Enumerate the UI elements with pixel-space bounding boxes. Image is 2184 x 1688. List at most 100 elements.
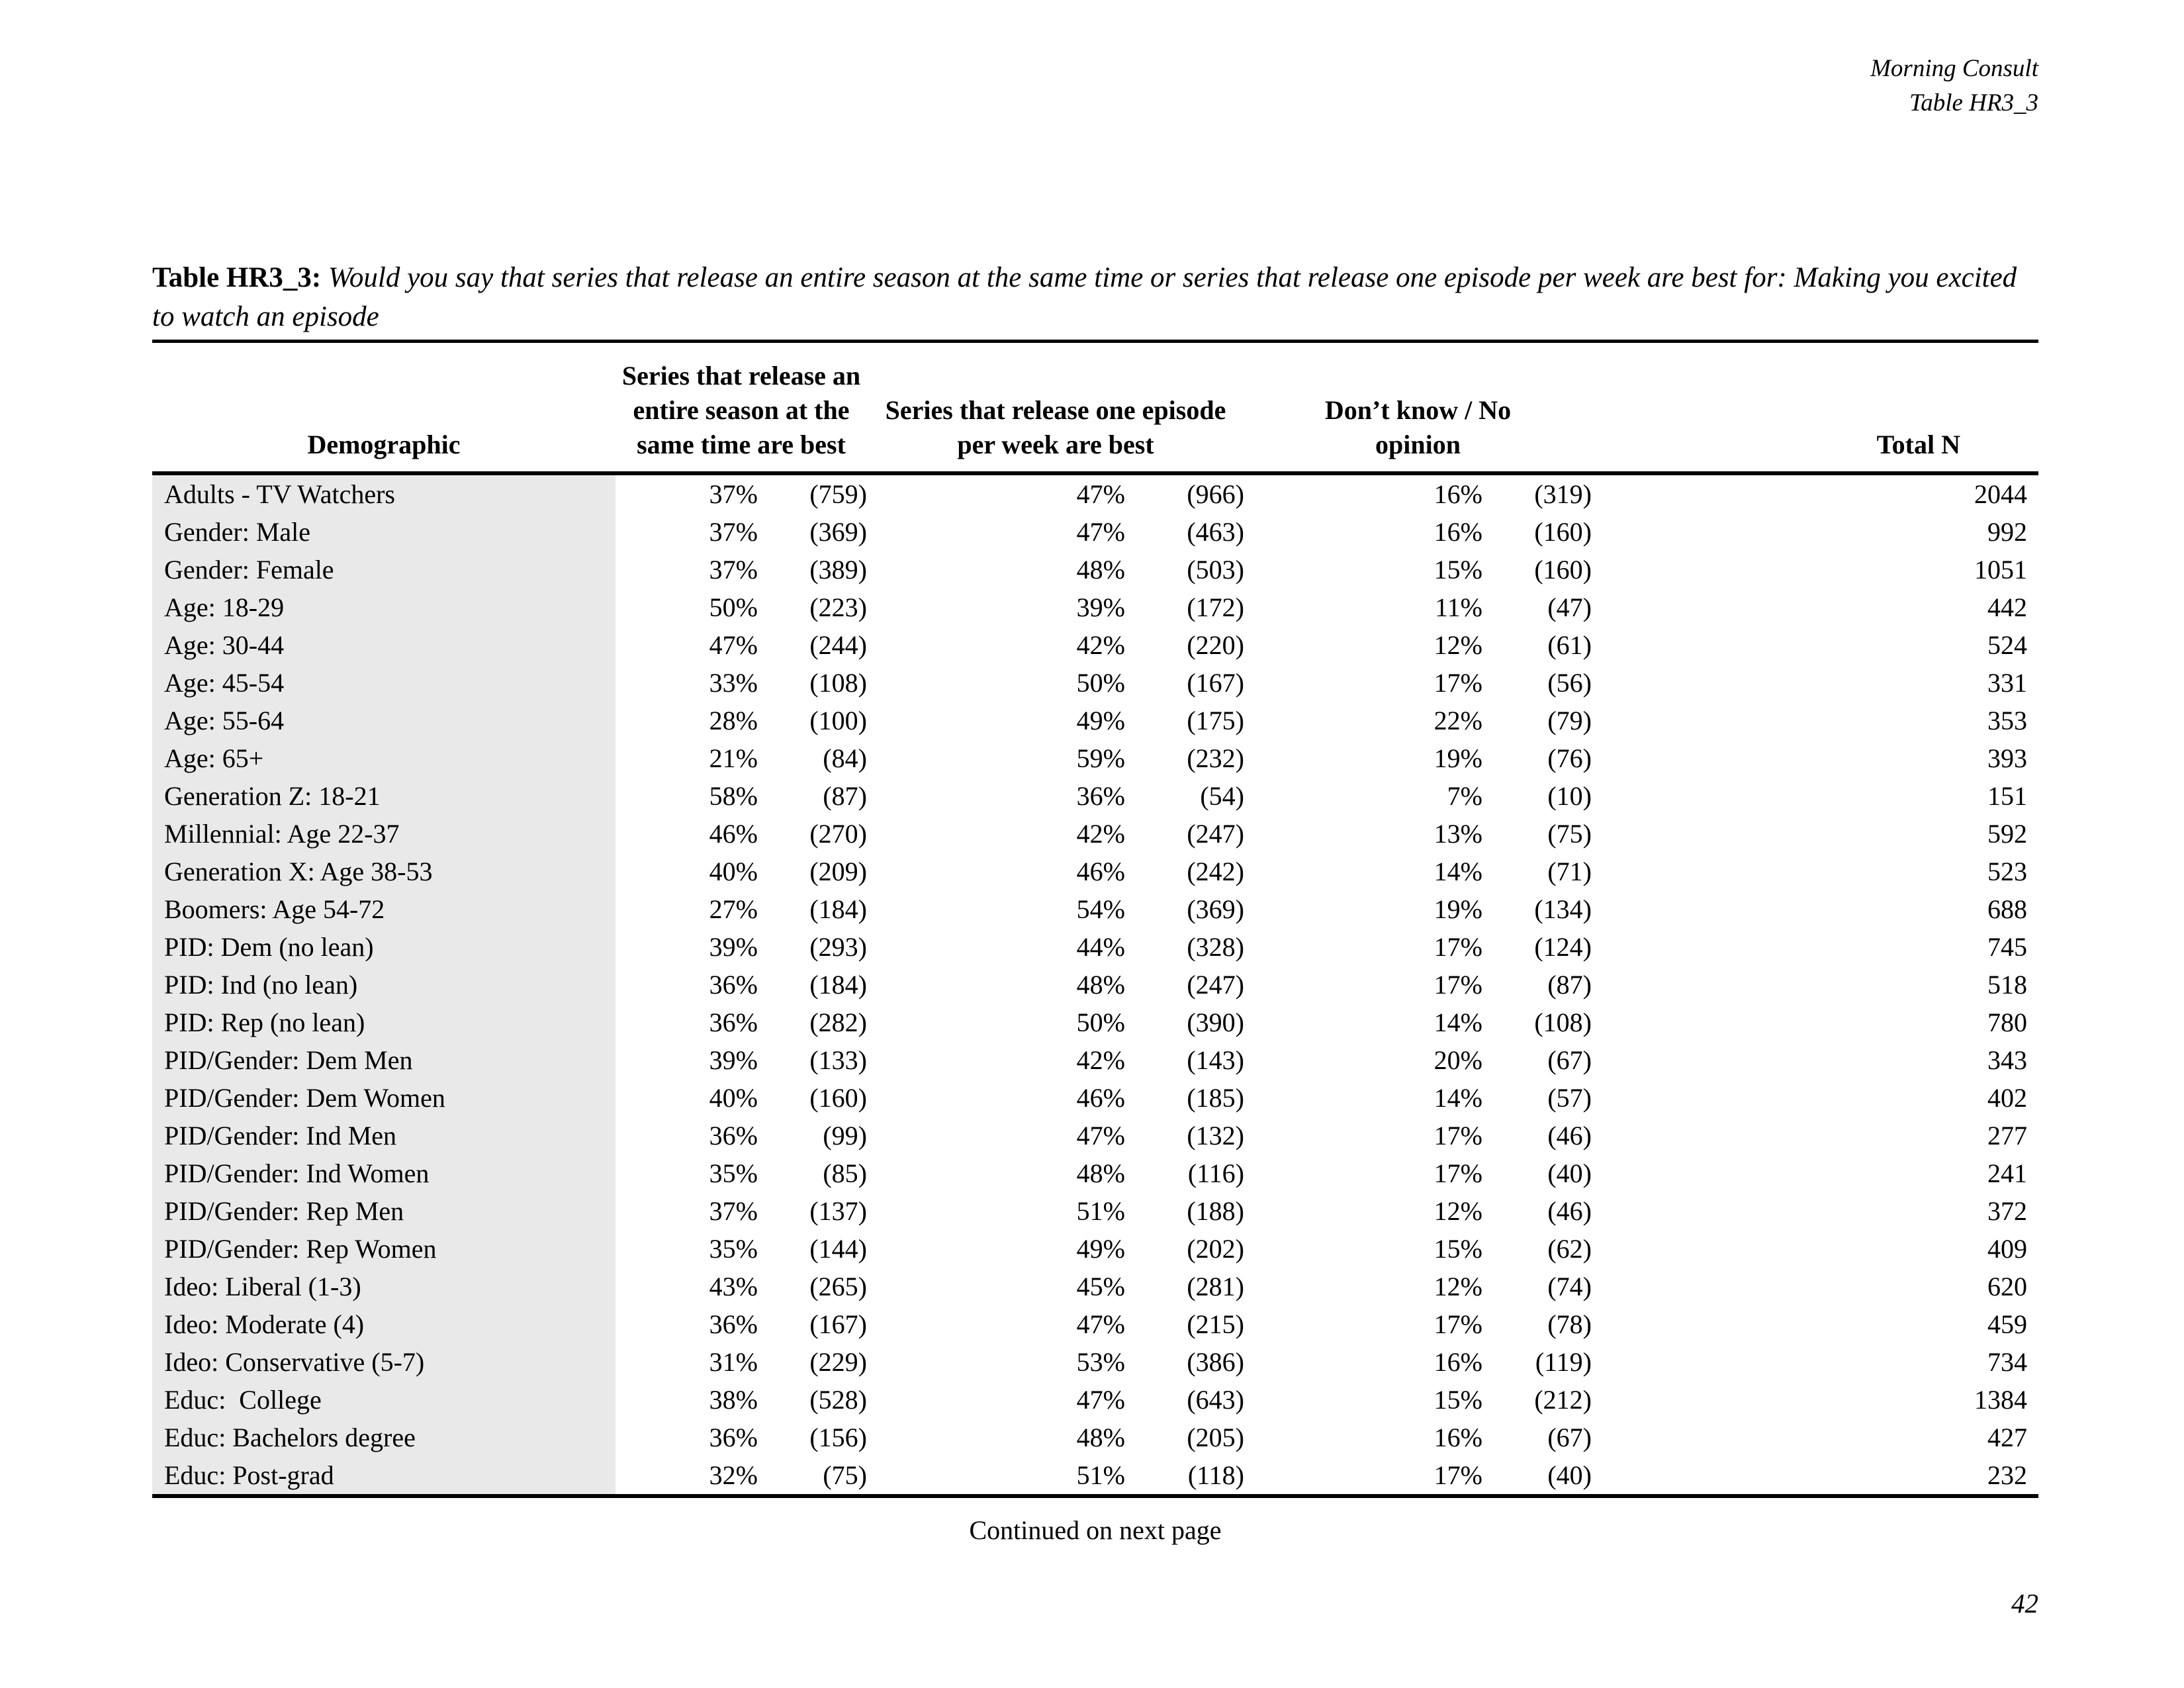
pct-dont-know: 14% [1433,1083,1482,1113]
pct-one-episode: 45% [1076,1272,1125,1301]
pct-entire-season: 39% [709,932,758,962]
pct-entire-season: 37% [709,1196,758,1226]
row-demographic-label: PID: Dem (no lean) [152,928,615,966]
table-row: PID: Dem (no lean) 39% (293) 44% (328) 17% (12… [152,928,2038,966]
pct-one-episode: 42% [1076,630,1125,660]
n-entire-season: (75) [823,1460,867,1490]
n-dont-know: (67) [1547,1423,1592,1452]
n-entire-season: (100) [809,706,867,735]
n-dont-know: (47) [1547,592,1592,622]
n-one-episode: (188) [1187,1196,1244,1226]
table-row: Generation Z: 18-21 58% (87) 36% (54) 7% (10) 1… [152,777,2038,815]
table-title: Table HR3_3: Would you say that series t… [152,258,2038,336]
pct-dont-know: 17% [1433,668,1482,698]
pct-one-episode: 59% [1076,743,1125,773]
pct-dont-know: 15% [1433,1385,1482,1415]
pct-dont-know: 14% [1433,857,1482,886]
n-one-episode: (328) [1187,932,1244,962]
table-row: Age: 18-29 50% (223) 39% (172) 11% (47) 442 [152,588,2038,626]
table-body: Adults - TV Watchers 37% (759) 47% (966) 16% (… [152,473,2038,1496]
total-n: 734 [1987,1347,2027,1377]
table-row: Generation X: Age 38-53 40% (209) 46% (242) 1… [152,853,2038,890]
total-n: 402 [1987,1083,2027,1113]
table-reference: Table HR3_3 [1909,89,2038,117]
n-dont-know: (134) [1534,894,1592,924]
table-row: Educ: Bachelors degree 36% (156) 48% (205) 16… [152,1419,2038,1456]
n-dont-know: (319) [1534,479,1592,509]
column-header-total-n: Total N [1592,341,2038,475]
n-dont-know: (62) [1547,1234,1592,1264]
n-entire-season: (209) [809,857,867,886]
n-one-episode: (205) [1187,1423,1244,1452]
pct-one-episode: 46% [1076,857,1125,886]
table-row: Educ: College 38% (528) 47% (643) 15% (212) 138… [152,1381,2038,1419]
pct-dont-know: 16% [1433,1423,1482,1452]
n-entire-season: (229) [809,1347,867,1377]
table-row: Ideo: Moderate (4) 36% (167) 47% (215) 17% (78… [152,1305,2038,1343]
n-entire-season: (223) [809,592,867,622]
n-entire-season: (270) [809,819,867,849]
row-demographic-label: Ideo: Conservative (5-7) [152,1343,615,1381]
total-n: 393 [1987,743,2027,773]
n-one-episode: (386) [1187,1347,1244,1377]
pct-entire-season: 37% [709,555,758,585]
pct-one-episode: 48% [1076,1158,1125,1188]
n-entire-season: (133) [809,1045,867,1075]
pct-dont-know: 19% [1433,894,1482,924]
total-n: 1051 [1974,555,2027,585]
pct-one-episode: 47% [1076,517,1125,547]
n-dont-know: (74) [1547,1272,1592,1301]
column-header-demographic: Demographic [152,341,615,475]
pct-one-episode: 48% [1076,970,1125,1000]
pct-dont-know: 16% [1433,479,1482,509]
n-entire-season: (184) [809,894,867,924]
row-demographic-label: PID: Ind (no lean) [152,966,615,1004]
n-one-episode: (175) [1187,706,1244,735]
table-row: Millennial: Age 22-37 46% (270) 42% (247) 13%… [152,815,2038,853]
table-row: Educ: Post-grad 32% (75) 51% (118) 17% (40) 232 [152,1456,2038,1496]
total-n: 688 [1987,894,2027,924]
pct-entire-season: 28% [709,706,758,735]
n-dont-know: (40) [1547,1158,1592,1188]
pct-dont-know: 17% [1433,1309,1482,1339]
pct-dont-know: 17% [1433,1158,1482,1188]
table-row: Ideo: Conservative (5-7) 31% (229) 53% (386)… [152,1343,2038,1381]
pct-one-episode: 49% [1076,1234,1125,1264]
pct-dont-know: 16% [1433,1347,1482,1377]
pct-entire-season: 33% [709,668,758,698]
n-entire-season: (265) [809,1272,867,1301]
pct-entire-season: 36% [709,1309,758,1339]
pct-one-episode: 49% [1076,706,1125,735]
row-demographic-label: Gender: Female [152,551,615,588]
n-one-episode: (281) [1187,1272,1244,1301]
n-entire-season: (156) [809,1423,867,1452]
table-row: Gender: Male 37% (369) 47% (463) 16% (160) 992 [152,513,2038,551]
n-one-episode: (463) [1187,517,1244,547]
pct-one-episode: 51% [1076,1460,1125,1490]
table-title-label: Table HR3_3: [152,262,322,293]
table-row: Age: 55-64 28% (100) 49% (175) 22% (79) 353 [152,702,2038,739]
document-header: Morning Consult Table HR3_3 [1870,52,2038,120]
column-header-dont-know: Don’t know / No opinion [1244,341,1592,475]
pct-dont-know: 17% [1433,1121,1482,1150]
table-row: PID/Gender: Dem Women 40% (160) 46% (185) 14%… [152,1079,2038,1117]
n-entire-season: (528) [809,1385,867,1415]
total-n: 427 [1987,1423,2027,1452]
pct-dont-know: 7% [1447,781,1482,811]
n-one-episode: (118) [1187,1460,1244,1490]
pct-one-episode: 46% [1076,1083,1125,1113]
row-demographic-label: Educ: Bachelors degree [152,1419,615,1456]
n-dont-know: (46) [1547,1121,1592,1150]
column-header-entire-season: Series that release an entire season at … [615,341,867,475]
n-entire-season: (167) [809,1309,867,1339]
pct-dont-know: 14% [1433,1008,1482,1037]
total-n: 343 [1987,1045,2027,1075]
n-dont-know: (71) [1547,857,1592,886]
total-n: 992 [1987,517,2027,547]
total-n: 232 [1987,1460,2027,1490]
n-dont-know: (119) [1535,1347,1592,1377]
n-one-episode: (143) [1187,1045,1244,1075]
pct-one-episode: 44% [1076,932,1125,962]
n-one-episode: (247) [1187,970,1244,1000]
pct-one-episode: 47% [1076,1121,1125,1150]
